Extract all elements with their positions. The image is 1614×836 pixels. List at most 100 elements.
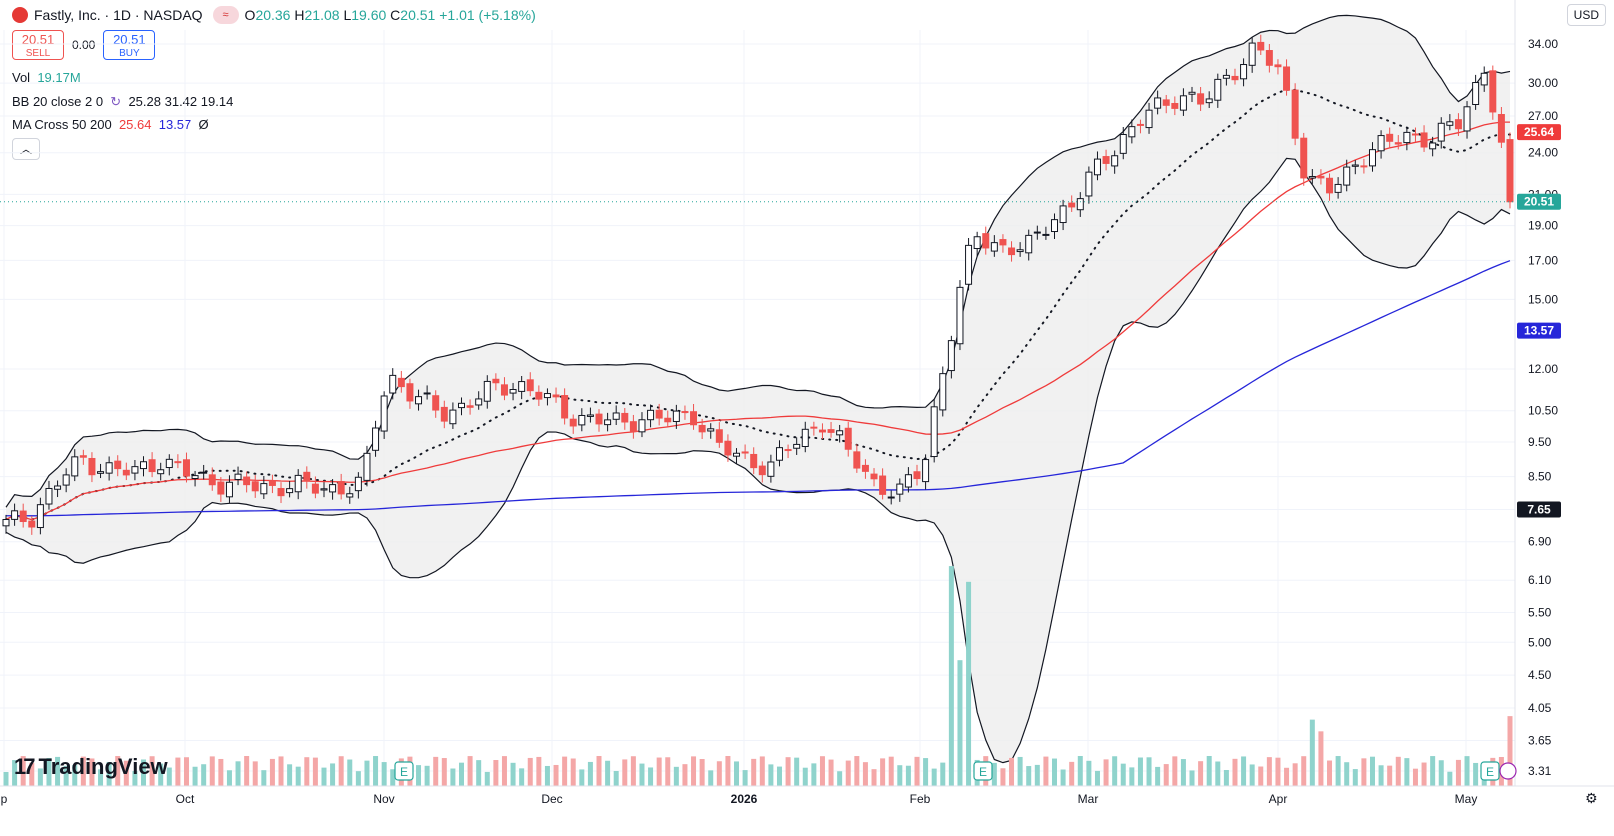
volume-bar <box>295 766 301 786</box>
candle-body <box>939 373 947 411</box>
volume-bar <box>338 756 344 786</box>
candle-body <box>1326 177 1334 194</box>
candle-body <box>1334 183 1342 193</box>
time-tick-label: May <box>1455 792 1478 806</box>
time-tick-label: Oct <box>176 792 195 806</box>
candle-body <box>1420 132 1428 148</box>
candle-body <box>251 481 259 492</box>
volume-bar <box>166 767 172 786</box>
volume-bar <box>373 756 379 786</box>
price-tick-label: 24.00 <box>1528 146 1558 160</box>
candle-body <box>225 481 233 498</box>
volume-bar <box>862 762 868 786</box>
candle-body <box>1368 149 1376 167</box>
volume-bar <box>931 768 937 786</box>
volume-bar <box>72 765 78 786</box>
volume-bar <box>424 765 430 786</box>
candle-body <box>922 459 930 483</box>
price-tick-label: 12.00 <box>1528 362 1558 376</box>
price-tick-label: 27.00 <box>1528 109 1558 123</box>
candle-body <box>655 409 663 419</box>
candle-body <box>1300 137 1308 179</box>
volume-bar <box>1069 761 1075 786</box>
volume-bar <box>467 756 473 786</box>
candle-body <box>535 391 543 400</box>
volume-bar <box>596 756 602 786</box>
volume-bar <box>1026 766 1032 786</box>
candle-body <box>1154 97 1162 109</box>
candle-body <box>140 461 148 470</box>
candle-body <box>647 409 655 421</box>
price-tick-label: 34.00 <box>1528 37 1558 51</box>
candle-body <box>853 451 861 469</box>
volume-bar <box>1387 765 1393 786</box>
candle-body <box>1394 142 1402 145</box>
candle-body <box>131 466 139 474</box>
candle-body <box>1008 247 1016 256</box>
volume-bar <box>1266 757 1272 786</box>
currency-selector[interactable]: USD <box>1566 4 1606 26</box>
candle-body <box>1437 122 1445 142</box>
time-tick-label: p <box>1 792 8 806</box>
candle-body <box>320 488 328 491</box>
candle-body <box>415 396 423 405</box>
volume-bar <box>1447 771 1453 786</box>
volume-bar <box>1241 756 1247 786</box>
volume-bar <box>1430 756 1436 786</box>
volume-bar <box>1292 763 1298 786</box>
volume-bar <box>776 766 782 786</box>
volume-legend[interactable]: Vol 19.17M <box>12 70 81 85</box>
buy-button[interactable]: 20.51 BUY <box>103 30 156 60</box>
price-label-text: 13.57 <box>1524 324 1554 338</box>
volume-bar <box>1034 764 1040 786</box>
candle-body <box>990 242 998 252</box>
candle-body <box>97 471 105 474</box>
candle-body <box>105 462 113 474</box>
volume-bar <box>458 762 464 786</box>
sell-button[interactable]: 20.51 SELL <box>12 30 64 60</box>
volume-bar <box>1120 763 1126 786</box>
symbol-title[interactable]: Fastly, Inc. · 1D · NASDAQ <box>34 7 203 23</box>
compare-icon[interactable]: ≈ <box>212 6 239 24</box>
candle-body <box>372 427 380 451</box>
ma-legend[interactable]: MA Cross 50 200 25.64 13.57 Ø <box>12 117 209 132</box>
candle-body <box>1214 78 1222 101</box>
candle-body <box>36 504 44 529</box>
candle-body <box>432 395 440 411</box>
volume-bar <box>871 769 877 786</box>
volume-bar <box>1421 762 1427 786</box>
candle-body <box>827 429 835 433</box>
time-tick-label: Feb <box>910 792 931 806</box>
volume-bar <box>656 757 662 786</box>
candle-body <box>337 481 345 495</box>
candle-body <box>793 443 801 449</box>
volume-bar <box>98 769 104 786</box>
volume-bar <box>37 768 43 786</box>
candle-body <box>930 406 938 458</box>
volume-bar <box>149 756 155 786</box>
candle-body <box>71 456 79 477</box>
candle-body <box>1085 171 1093 197</box>
volume-bar <box>1172 756 1178 786</box>
candle-body <box>1042 233 1050 236</box>
volume-bar <box>742 770 748 786</box>
earnings-marker-icon <box>394 761 414 781</box>
settings-gear-icon[interactable]: ⚙ <box>1585 791 1598 807</box>
volume-bar <box>123 760 129 786</box>
candle-body <box>836 430 844 436</box>
volume-bar <box>1327 760 1333 786</box>
price-tick-label: 3.31 <box>1528 764 1552 778</box>
volume-bar <box>570 758 576 786</box>
time-tick-label: Dec <box>541 792 562 806</box>
candle-body <box>801 428 809 448</box>
candle-body <box>243 476 251 486</box>
volume-bar <box>699 759 705 786</box>
volume-bar <box>226 770 232 786</box>
candle-body <box>1171 102 1179 109</box>
candle-body <box>750 453 758 469</box>
candle-body <box>397 377 405 388</box>
bb-legend[interactable]: BB 20 close 2 0 ↻ 25.28 31.42 19.14 <box>12 94 234 109</box>
candle-body <box>54 485 62 490</box>
price-label-tag <box>1517 322 1561 339</box>
